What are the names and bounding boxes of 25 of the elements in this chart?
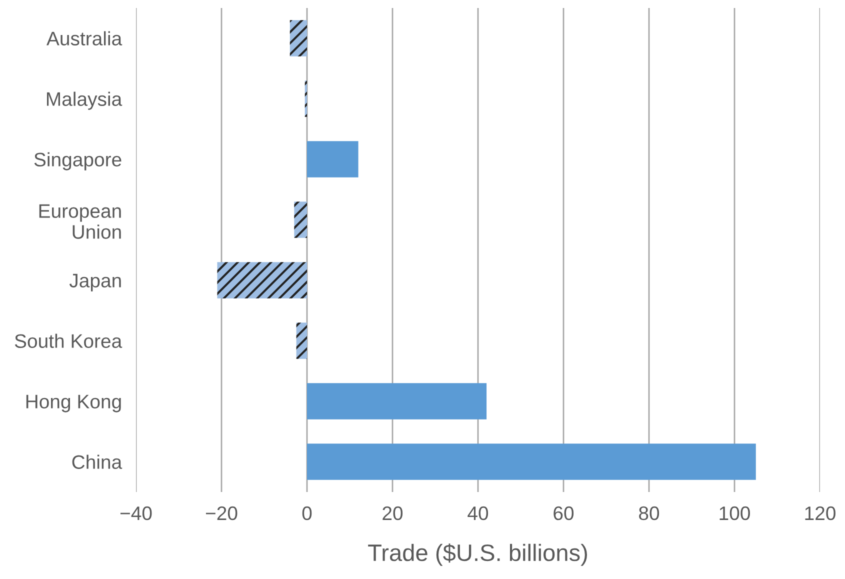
bar xyxy=(307,141,358,178)
x-tick-label: 40 xyxy=(468,506,488,520)
y-tick-label: Hong Kong xyxy=(26,394,121,412)
y-tick-label: China xyxy=(72,454,122,469)
x-tick-label: 100 xyxy=(720,506,750,520)
x-tick-label: 0 xyxy=(302,506,312,520)
y-tick-label: Singapore xyxy=(34,152,122,170)
x-axis-title: Trade ($U.S. billions) xyxy=(368,543,587,566)
y-tick-label: Malaysia xyxy=(46,92,122,110)
x-tick-label: 80 xyxy=(639,506,660,520)
x-tick-label: 60 xyxy=(554,506,574,520)
y-tick-label: Japan xyxy=(69,274,121,292)
bar xyxy=(217,262,307,298)
x-tick-label: 20 xyxy=(382,506,403,520)
bar xyxy=(307,444,756,480)
bar xyxy=(307,383,487,420)
y-tick-label: South Korea xyxy=(14,334,122,348)
y-tick-label: Australia xyxy=(46,31,122,46)
y-tick-label: European Union xyxy=(39,204,121,239)
x-tick-label: −40 xyxy=(120,506,152,520)
x-tick-label: 120 xyxy=(805,506,836,520)
bar xyxy=(296,322,307,359)
bar xyxy=(290,20,307,56)
x-tick-label: −20 xyxy=(206,506,238,520)
bar xyxy=(294,202,307,238)
